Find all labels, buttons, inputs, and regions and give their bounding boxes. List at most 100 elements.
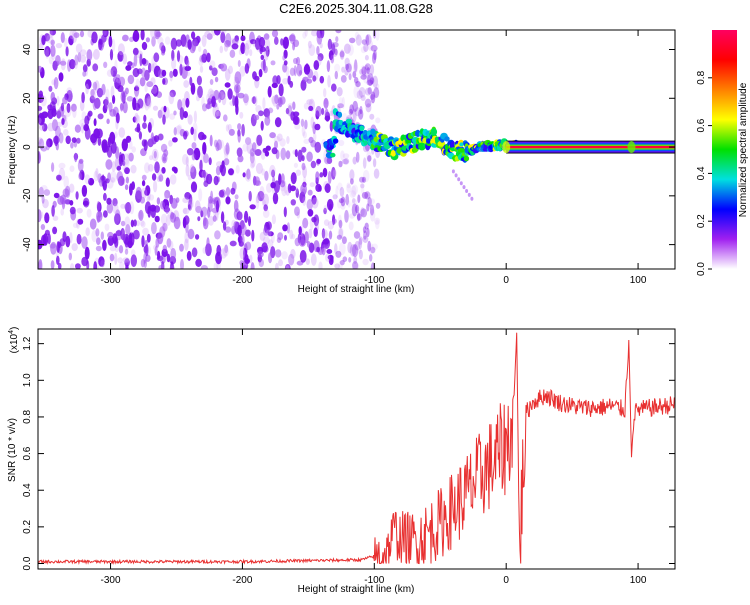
heatmap-noise-cell: [56, 255, 60, 265]
heatmap-noise-cell: [138, 131, 142, 140]
heatmap-noise-cell: [311, 195, 317, 205]
heatmap-noise-cell: [141, 235, 145, 248]
heatmap-noise-cell: [109, 253, 115, 262]
heatmap-noise-cell: [120, 220, 126, 227]
heatmap-noise-cell: [358, 237, 363, 250]
heatmap-noise-cell: [302, 31, 307, 39]
heatmap-noise-cell: [203, 216, 207, 227]
x-tick-label: 0: [503, 575, 509, 586]
heatmap-noise-cell: [132, 97, 137, 111]
heatmap-noise-cell: [351, 197, 356, 204]
heatmap-noise-cell: [162, 78, 166, 85]
heatmap-noise-cell: [301, 162, 306, 171]
heatmap-noise-cell: [102, 239, 107, 251]
heatmap-noise-cell: [239, 111, 244, 119]
heatmap-noise-cell: [274, 117, 282, 128]
heatmap-noise-cell: [254, 180, 262, 186]
heatmap-noise-cell: [210, 190, 214, 204]
heatmap-noise-cell: [222, 246, 229, 257]
heatmap-noise-cell: [327, 75, 331, 88]
heatmap-noise-cell: [363, 230, 367, 240]
heatmap-noise-cell: [362, 235, 369, 243]
heatmap-noise-cell: [229, 49, 236, 58]
heatmap-noise-cell: [139, 219, 145, 227]
heatmap-noise-cell: [137, 98, 144, 109]
heatmap-noise-cell: [219, 45, 224, 54]
heatmap-signal-cell: [502, 141, 511, 154]
heatmap-noise-cell: [201, 96, 205, 108]
heatmap-noise-cell: [68, 35, 74, 46]
heatmap-noise-cell: [274, 140, 278, 149]
heatmap-noise-cell: [266, 112, 270, 119]
heatmap-noise-cell: [65, 135, 71, 145]
heatmap-carrier-band: [506, 145, 675, 149]
heatmap-noise-cell: [45, 48, 49, 59]
heatmap-noise-cell: [252, 142, 257, 153]
y-tick-label: 40: [22, 44, 33, 56]
heatmap-noise-cell: [46, 34, 54, 44]
heatmap-noise-cell: [349, 169, 355, 181]
y-tick-label: 1.0: [22, 373, 33, 387]
heatmap-noise-cell: [341, 96, 345, 109]
heatmap-noise-cell: [95, 245, 102, 252]
heatmap-noise-cell: [288, 253, 295, 266]
heatmap-noise-cell: [125, 264, 129, 269]
heatmap-noise-cell: [120, 203, 126, 209]
heatmap-noise-cell: [92, 97, 98, 111]
heatmap-noise-cell: [185, 156, 189, 167]
heatmap-noise-cell: [321, 107, 325, 116]
heatmap-noise-cell: [94, 97, 101, 109]
heatmap-noise-cell: [143, 114, 147, 123]
heatmap-noise-cell: [183, 80, 190, 88]
heatmap-noise-cell: [364, 54, 369, 61]
heatmap-noise-cell: [44, 212, 50, 224]
heatmap-noise-cell: [111, 38, 116, 52]
heatmap-noise-cell: [355, 204, 360, 214]
heatmap-noise-cell: [50, 39, 55, 46]
heatmap-noise-cell: [187, 39, 192, 50]
heatmap-noise-cell: [344, 69, 349, 76]
heatmap-noise-cell: [306, 78, 313, 84]
heatmap-noise-cell: [166, 238, 172, 248]
heatmap-noise-cell: [89, 95, 95, 104]
heatmap-noise-cell: [349, 244, 357, 257]
heatmap-noise-cell: [197, 85, 203, 99]
heatmap-signal-cell: [426, 138, 431, 144]
heatmap-noise-cell: [150, 30, 157, 39]
heatmap-noise-cell: [69, 30, 74, 40]
heatmap-noise-cell: [362, 169, 370, 183]
heatmap-signal-cell: [465, 189, 469, 193]
heatmap-noise-cell: [170, 211, 175, 220]
heatmap-noise-cell: [289, 67, 296, 77]
heatmap-signal-cell: [359, 125, 365, 132]
heatmap-noise-cell: [360, 74, 367, 80]
heatmap-noise-cell: [366, 203, 370, 212]
heatmap-noise-cell: [205, 103, 212, 109]
heatmap-signal-cell: [462, 185, 466, 190]
heatmap-noise-cell: [182, 207, 190, 215]
heatmap-signal-layer: [323, 108, 675, 201]
heatmap-noise-cell: [261, 168, 266, 176]
heatmap-noise-cell: [375, 83, 380, 90]
heatmap-ylabel: Frequency (Hz): [7, 116, 18, 185]
heatmap-noise-cell: [330, 255, 334, 262]
heatmap-noise-cell: [39, 123, 45, 131]
heatmap-noise-cell: [364, 98, 372, 108]
heatmap-noise-cell: [198, 46, 202, 53]
heatmap-noise-cell: [361, 39, 367, 45]
heatmap-noise-cell: [49, 30, 53, 39]
colorbar-axis: 0.0 0.2 0.4 0.6 0.8: [696, 70, 712, 276]
heatmap-noise-cell: [200, 210, 204, 218]
heatmap-noise-cell: [331, 83, 337, 92]
heatmap-noise-cell: [46, 138, 53, 148]
heatmap-noise-cell: [234, 71, 242, 84]
heatmap-noise-cell: [77, 218, 84, 225]
heatmap-noise-cell: [338, 260, 343, 269]
heatmap-noise-cell: [132, 47, 139, 56]
heatmap-noise-cell: [52, 226, 58, 235]
heatmap-noise-cell: [254, 95, 258, 107]
heatmap-noise-cell: [117, 51, 124, 62]
heatmap-noise-cell: [175, 197, 180, 203]
heatmap-noise-cell: [321, 228, 326, 239]
